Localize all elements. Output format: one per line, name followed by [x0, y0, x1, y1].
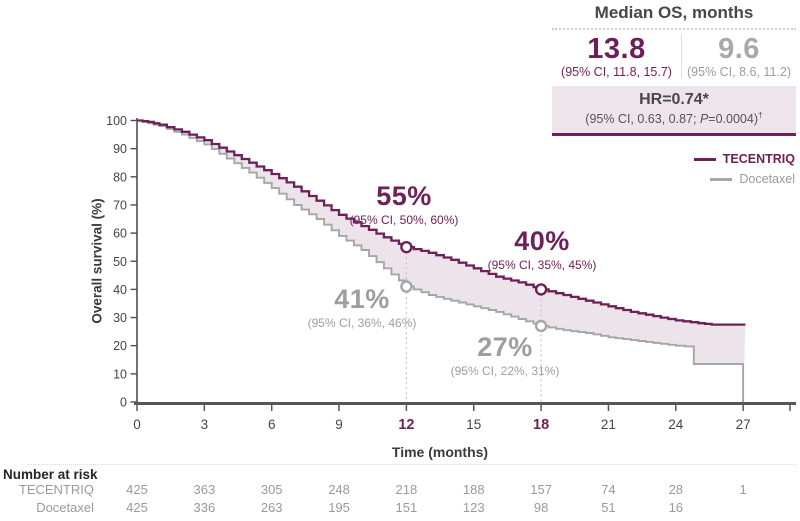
number-at-risk-title: Number at risk [3, 467, 98, 482]
risk-value: 425 [126, 482, 148, 497]
landmark-value: 41% [334, 284, 390, 314]
median-os-panel: Median OS, months 13.8 (95% CI, 11.8, 15… [552, 0, 796, 136]
dotted-separator [552, 28, 796, 30]
x-tick-label: 3 [201, 417, 209, 432]
y-tick-label: 10 [113, 367, 127, 381]
median-os-ci: (95% CI, 8.6, 11.2) [687, 65, 791, 80]
landmark-marker-tecentriq-12mo [400, 240, 413, 254]
median-os-tecentriq: 13.8 (95% CI, 11.8, 15.7) [552, 33, 682, 80]
x-tick-label: 6 [268, 417, 276, 432]
risk-value: 1 [739, 482, 747, 497]
docetaxel-curve [137, 119, 745, 402]
risk-value: 188 [462, 482, 485, 497]
x-tick-label: 18 [533, 417, 549, 433]
landmark-ci: (95% CI, 50%, 60%) [349, 213, 459, 227]
risk-row-label: Docetaxel [36, 500, 94, 515]
legend: TECENTRIQ Docetaxel [693, 149, 795, 189]
risk-row-docetaxel: Docetaxel 425 336 263 195 151 123 98 51 16 [0, 500, 800, 516]
legend-label: TECENTRIQ [722, 152, 795, 166]
x-tick-label: 24 [668, 417, 684, 432]
risk-value: 248 [328, 482, 350, 497]
risk-value: 28 [668, 482, 684, 497]
y-tick-label: 20 [113, 339, 127, 353]
risk-value: 195 [328, 500, 350, 515]
x-tick-label: 27 [736, 417, 751, 432]
tecentriq-curve [137, 119, 746, 326]
landmark-value: 27% [477, 332, 533, 362]
x-tick-label: 0 [133, 417, 141, 432]
median-os-value: 13.8 [587, 33, 646, 65]
risk-value: 157 [530, 482, 552, 497]
dotted-separator [28, 464, 796, 465]
risk-row-tecentriq: TECENTRIQ 425 363 305 248 218 188 157 74 28 1 [0, 482, 800, 498]
hazard-ratio-value: HR=0.74* [639, 91, 709, 109]
landmark-marker-tecentriq-18mo [534, 283, 548, 296]
y-tick-label: 30 [113, 311, 127, 325]
risk-value: 218 [395, 482, 418, 497]
risk-row-label: TECENTRIQ [18, 482, 94, 497]
y-tick-label: 70 [113, 198, 127, 212]
tecentriq-line-swatch [693, 157, 716, 161]
risk-value: 16 [668, 500, 684, 515]
y-tick-label: 40 [113, 283, 127, 297]
landmark-marker-docetaxel-18mo [534, 319, 548, 333]
y-tick-label: 50 [113, 255, 127, 269]
y-tick-label: 100 [106, 114, 127, 128]
dagger-footnote-mark: † [757, 110, 763, 121]
landmark-docetaxel-12mo: 41% (95% CI, 36%, 46%) [307, 284, 417, 330]
landmark-value: 40% [514, 226, 570, 256]
y-tick-label: 80 [113, 170, 127, 184]
y-tick-label: 90 [113, 142, 127, 156]
legend-item-docetaxel: Docetaxel [694, 169, 795, 189]
x-tick-label: 21 [601, 417, 616, 432]
landmark-marker-docetaxel-12mo [400, 280, 413, 293]
y-tick-label: 0 [120, 396, 127, 410]
landmark-tecentriq-12mo: 55% (95% CI, 50%, 60%) [349, 181, 459, 227]
landmark-value: 55% [376, 181, 432, 211]
hazard-ratio-box: HR=0.74* (95% CI, 0.63, 0.87; P=0.0004)† [552, 86, 796, 136]
landmark-docetaxel-18mo: 27% (95% CI, 22%, 31%) [450, 332, 560, 378]
risk-value: 74 [601, 482, 616, 497]
risk-value: 123 [462, 500, 485, 515]
y-axis-title: Overall survival (%) [89, 198, 105, 324]
risk-value: 336 [193, 500, 216, 515]
risk-value: 151 [395, 500, 418, 515]
risk-value: 51 [601, 500, 616, 515]
median-os-ci: (95% CI, 11.8, 15.7) [561, 65, 672, 80]
landmark-ci: (95% CI, 22%, 31%) [450, 364, 560, 378]
median-os-docetaxel: 9.6 (95% CI, 8.6, 11.2) [682, 33, 796, 80]
landmark-ci: (95% CI, 35%, 45%) [487, 258, 597, 272]
legend-item-tecentriq: TECENTRIQ [693, 149, 795, 169]
hazard-ratio-ci: (95% CI, 0.63, 0.87; P=0.0004)† [585, 110, 763, 127]
y-tick-label: 60 [113, 227, 127, 241]
landmark-tecentriq-18mo: 40% (95% CI, 35%, 45%) [487, 226, 597, 272]
confidence-band-fill [137, 120, 746, 402]
risk-value: 263 [260, 500, 283, 515]
docetaxel-line-swatch [710, 177, 733, 181]
risk-value: 305 [260, 482, 283, 497]
risk-value: 425 [126, 500, 148, 515]
x-tick-label: 12 [398, 417, 414, 433]
x-tick-label: 15 [466, 417, 481, 432]
median-os-value: 9.6 [718, 33, 760, 65]
legend-label: Docetaxel [739, 172, 795, 186]
risk-value: 98 [533, 500, 549, 515]
median-os-columns: 13.8 (95% CI, 11.8, 15.7) 9.6 (95% CI, 8… [552, 30, 796, 84]
median-os-title: Median OS, months [594, 3, 754, 22]
risk-value: 363 [193, 482, 216, 497]
x-axis-title: Time (months) [391, 444, 489, 460]
x-tick-label: 9 [335, 417, 343, 432]
landmark-ci: (95% CI, 36%, 46%) [307, 316, 417, 330]
